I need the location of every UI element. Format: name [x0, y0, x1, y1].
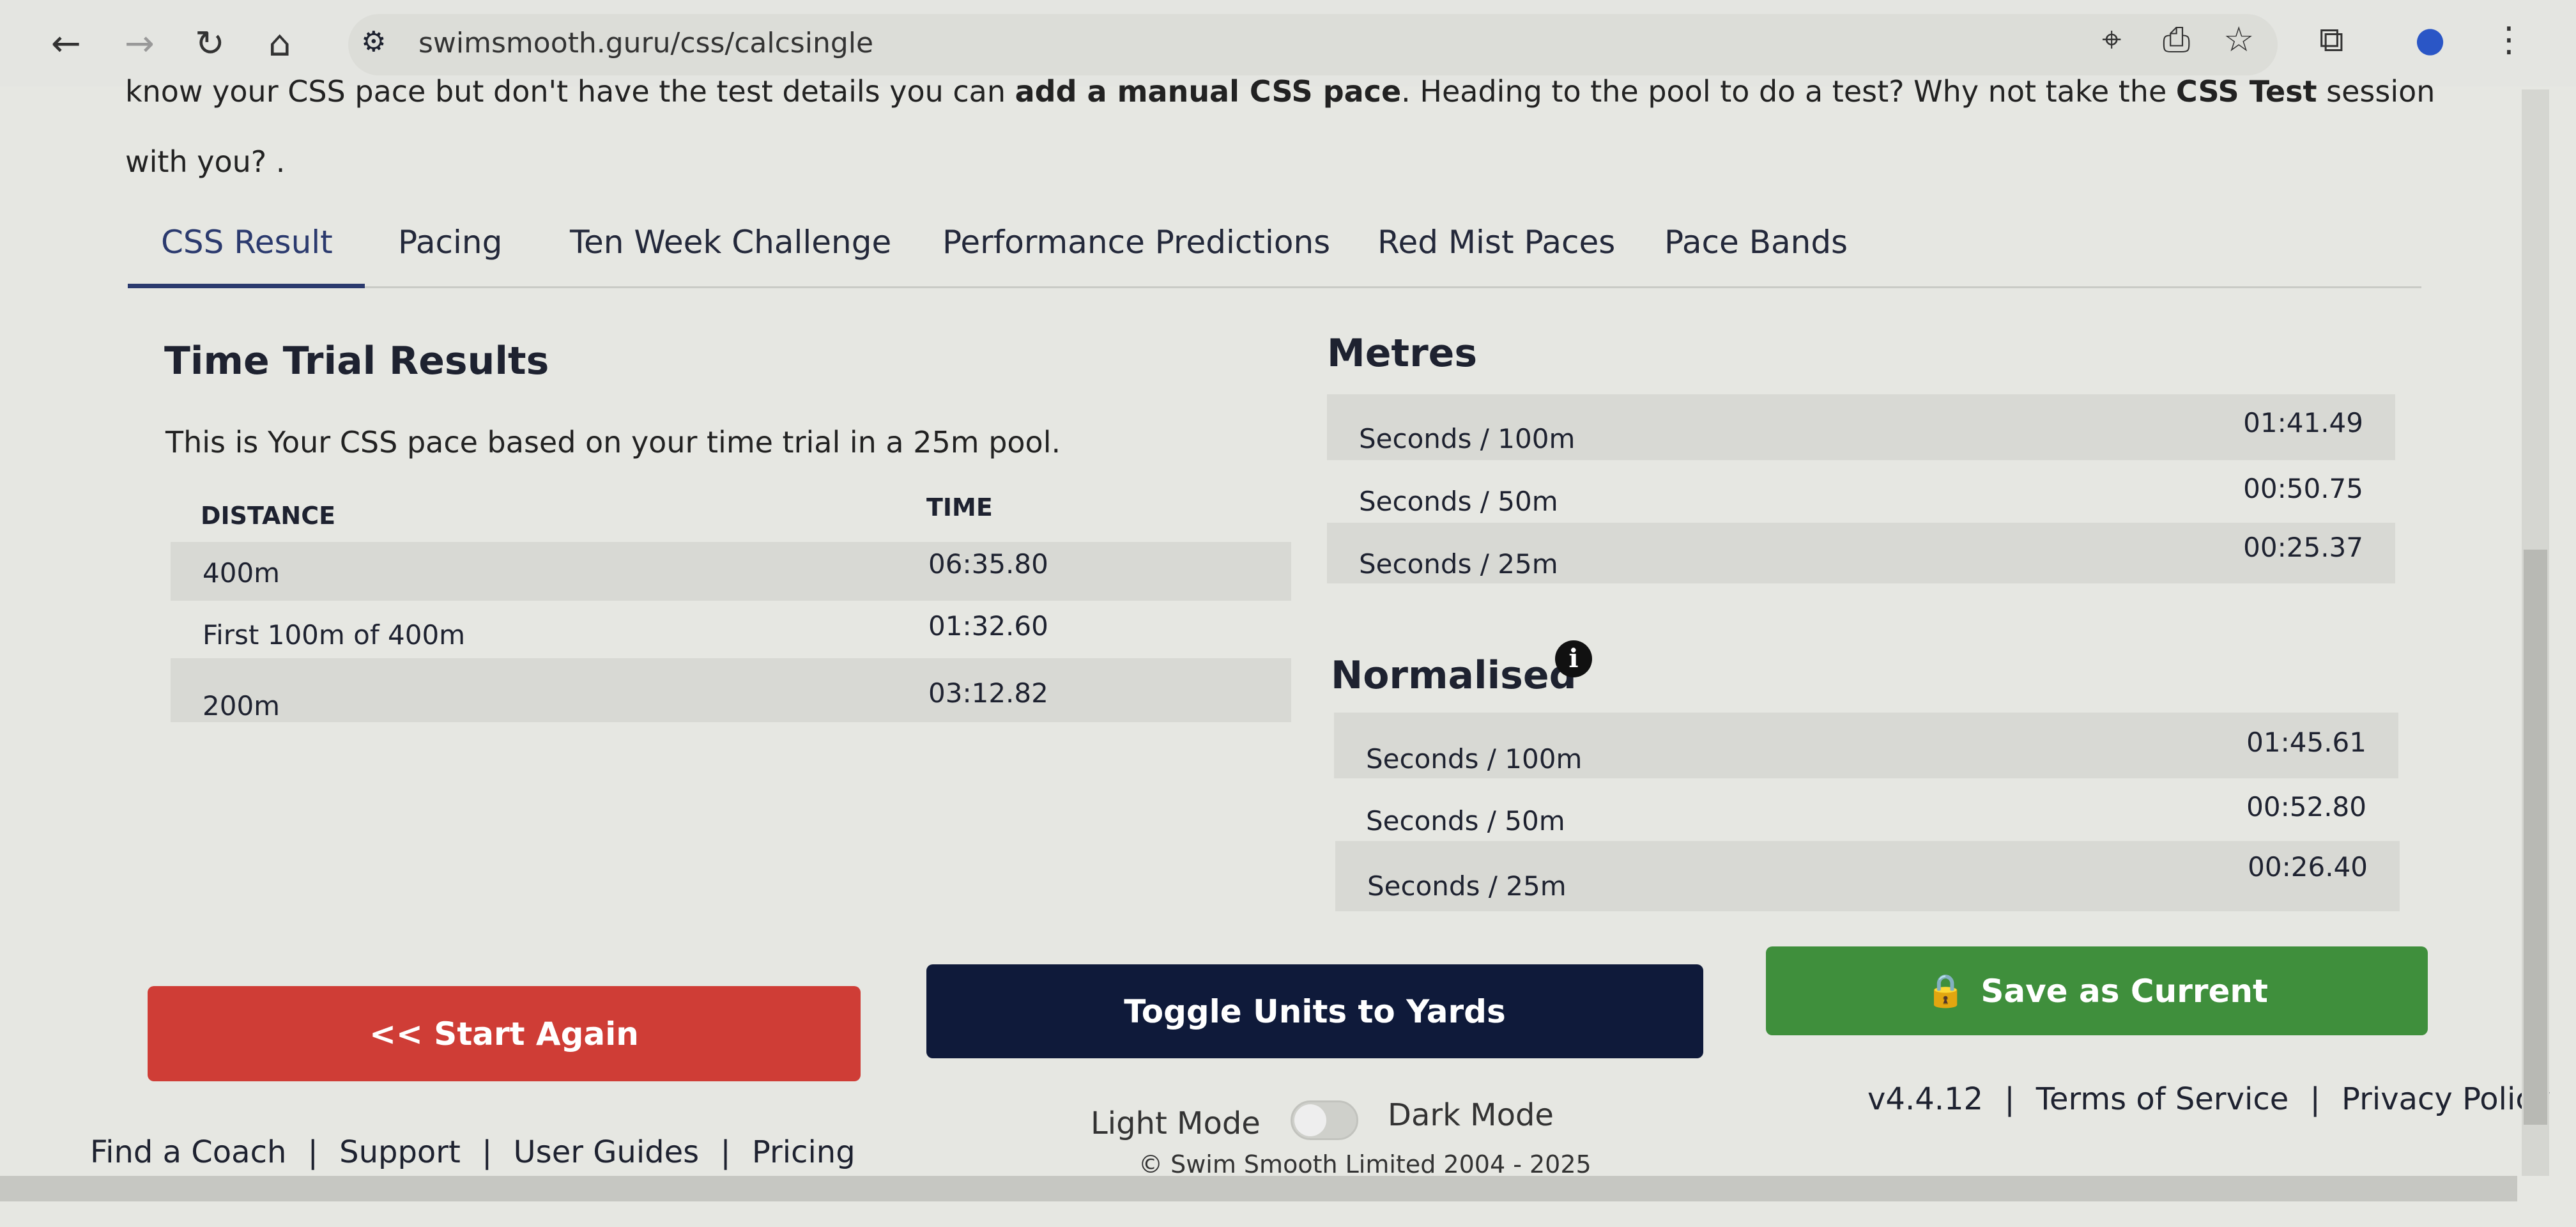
lock-icon: 🔒: [1926, 972, 1966, 1009]
url-text[interactable]: swimsmooth.guru/css/calcsingle: [418, 27, 874, 59]
pace-label: Seconds / 50m: [1366, 805, 1565, 837]
time-cell: 03:12.82: [928, 677, 1048, 709]
manual-css-link[interactable]: add a manual CSS pace: [1015, 74, 1402, 109]
pace-label: Seconds / 100m: [1359, 423, 1575, 454]
tab-pace-bands[interactable]: Pace Bands: [1664, 224, 1848, 261]
time-cell: 06:35.80: [928, 548, 1048, 580]
separator: |: [2004, 1081, 2015, 1117]
footer-right: v4.4.12 | Terms of Service | Privacy Pol…: [1867, 1081, 2550, 1117]
menu-icon[interactable]: ⋮: [2492, 19, 2526, 59]
separator: |: [482, 1134, 493, 1170]
tab-ten-week-challenge[interactable]: Ten Week Challenge: [570, 224, 892, 261]
pace-value: 00:26.40: [2248, 851, 2368, 883]
light-mode-label: Light Mode: [1091, 1106, 1261, 1141]
separator: |: [2310, 1081, 2320, 1117]
tab-pacing[interactable]: Pacing: [398, 224, 503, 261]
pace-label: Seconds / 100m: [1366, 743, 1583, 775]
results-title: Time Trial Results: [164, 339, 549, 383]
pace-label: Seconds / 25m: [1367, 870, 1567, 902]
distance-cell: 200m: [203, 690, 280, 722]
metres-title: Metres: [1327, 331, 1478, 376]
save-as-current-button[interactable]: 🔒 Save as Current: [1766, 946, 2428, 1035]
normalised-row: Seconds / 100m 01:45.61: [1334, 713, 2398, 778]
metres-row: Seconds / 50m 00:50.75: [1327, 460, 2395, 523]
css-test-link[interactable]: CSS Test: [2175, 74, 2317, 109]
start-again-button[interactable]: << Start Again: [148, 986, 861, 1081]
tab-css-result[interactable]: CSS Result: [161, 224, 333, 261]
distance-cell: 400m: [203, 557, 280, 589]
table-row: First 100m of 400m 01:32.60: [171, 604, 1291, 663]
copyright: © Swim Smooth Limited 2004 - 2025: [1138, 1150, 1591, 1178]
time-cell: 01:32.60: [928, 610, 1048, 642]
start-again-label: << Start Again: [369, 1015, 639, 1053]
separator: |: [720, 1134, 731, 1170]
terms-link[interactable]: Terms of Service: [2035, 1081, 2289, 1117]
bookmark-star-icon[interactable]: ☆: [2223, 19, 2255, 59]
intro-text: know your CSS pace but don't have the te…: [125, 74, 1015, 109]
normalised-row: Seconds / 50m 00:52.80: [1334, 778, 2398, 841]
metres-row: Seconds / 25m 00:25.37: [1327, 523, 2395, 583]
pace-value: 00:52.80: [2246, 791, 2366, 822]
pace-value: 00:25.37: [2243, 532, 2363, 563]
back-icon[interactable]: ←: [51, 23, 81, 65]
extensions-icon[interactable]: ⧉: [2319, 19, 2344, 59]
install-app-icon[interactable]: ⎙: [2163, 19, 2191, 59]
pace-value: 00:50.75: [2243, 473, 2363, 504]
active-tab-indicator: [128, 284, 365, 288]
intro-line-1: know your CSS pace but don't have the te…: [125, 74, 2435, 109]
pace-label: Seconds / 50m: [1359, 486, 1558, 517]
user-guides-link[interactable]: User Guides: [513, 1134, 700, 1170]
home-icon[interactable]: ⌂: [268, 23, 291, 65]
intro-line-2: with you? .: [125, 144, 286, 179]
toggle-units-label: Toggle Units to Yards: [1124, 992, 1506, 1030]
table-row: 400m 06:35.80: [171, 542, 1291, 601]
distance-cell: First 100m of 400m: [203, 619, 466, 651]
forward-icon[interactable]: →: [125, 23, 155, 65]
site-settings-icon[interactable]: ⚙: [361, 26, 387, 58]
reload-icon[interactable]: ↻: [195, 23, 225, 65]
normalised-row: Seconds / 25m 00:26.40: [1335, 841, 2400, 911]
scrollbar-thumb[interactable]: [2524, 550, 2547, 1125]
save-as-current-label: Save as Current: [1981, 972, 2268, 1010]
tab-performance-predictions[interactable]: Performance Predictions: [942, 224, 1331, 261]
address-bar[interactable]: [348, 14, 2278, 75]
metres-row: Seconds / 100m 01:41.49: [1327, 394, 2395, 460]
privacy-link[interactable]: Privacy Policy: [2342, 1081, 2551, 1117]
results-description: This is Your CSS pace based on your time…: [165, 425, 1061, 459]
tab-divider: [128, 286, 2421, 288]
pace-label: Seconds / 25m: [1359, 548, 1558, 580]
distance-header: DISTANCE: [201, 502, 336, 530]
tab-red-mist-paces[interactable]: Red Mist Paces: [1377, 224, 1616, 261]
profile-icon[interactable]: ●: [2415, 19, 2446, 59]
intro-text: session: [2317, 74, 2435, 109]
info-icon[interactable]: i: [1555, 640, 1592, 677]
horizontal-scrollbar[interactable]: [0, 1176, 2517, 1201]
table-row: 200m 03:12.82: [171, 658, 1291, 722]
time-header: TIME: [926, 493, 993, 521]
location-off-icon[interactable]: ⌖: [2102, 19, 2122, 59]
find-a-coach-link[interactable]: Find a Coach: [90, 1134, 287, 1170]
pace-value: 01:41.49: [2243, 407, 2363, 438]
version: v4.4.12: [1867, 1081, 1984, 1117]
normalised-title: Normalised: [1331, 653, 1577, 698]
support-link[interactable]: Support: [339, 1134, 461, 1170]
separator: |: [307, 1134, 318, 1170]
pace-value: 01:45.61: [2246, 727, 2366, 758]
footer-links: Find a Coach | Support | User Guides | P…: [90, 1134, 855, 1170]
dark-mode-toggle[interactable]: [1291, 1100, 1358, 1140]
toggle-units-button[interactable]: Toggle Units to Yards: [926, 964, 1703, 1058]
pricing-link[interactable]: Pricing: [751, 1134, 855, 1170]
intro-text: . Heading to the pool to do a test? Why …: [1401, 74, 2176, 109]
dark-mode-label: Dark Mode: [1388, 1097, 1554, 1133]
